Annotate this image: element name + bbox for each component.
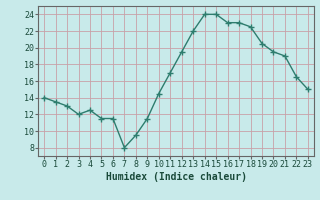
X-axis label: Humidex (Indice chaleur): Humidex (Indice chaleur) (106, 172, 246, 182)
